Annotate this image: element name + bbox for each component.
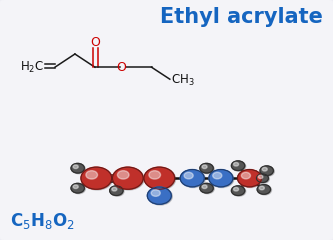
Circle shape xyxy=(113,167,143,189)
Circle shape xyxy=(71,163,84,173)
Circle shape xyxy=(114,168,144,190)
Circle shape xyxy=(145,168,175,190)
Circle shape xyxy=(202,165,207,168)
Circle shape xyxy=(148,188,172,205)
Circle shape xyxy=(184,172,193,179)
Circle shape xyxy=(72,164,85,174)
Text: O: O xyxy=(90,36,100,48)
Circle shape xyxy=(181,170,205,187)
Circle shape xyxy=(180,169,204,187)
Circle shape xyxy=(262,168,267,171)
Circle shape xyxy=(231,161,245,170)
Circle shape xyxy=(71,183,84,193)
Text: C$_5$H$_8$O$_2$: C$_5$H$_8$O$_2$ xyxy=(10,211,75,231)
Circle shape xyxy=(257,174,269,183)
Circle shape xyxy=(259,186,264,190)
Circle shape xyxy=(213,172,222,179)
Text: H$_2$C: H$_2$C xyxy=(20,60,44,75)
Circle shape xyxy=(201,184,214,194)
Circle shape xyxy=(73,185,78,189)
Circle shape xyxy=(260,166,273,175)
Circle shape xyxy=(147,187,171,204)
Circle shape xyxy=(73,165,78,168)
Text: CH$_3$: CH$_3$ xyxy=(171,73,195,88)
Text: Ethyl acrylate: Ethyl acrylate xyxy=(160,7,323,27)
Circle shape xyxy=(241,172,250,179)
Circle shape xyxy=(231,186,245,195)
Circle shape xyxy=(144,167,174,189)
Circle shape xyxy=(200,163,213,173)
Circle shape xyxy=(233,162,238,166)
Circle shape xyxy=(111,186,124,196)
Circle shape xyxy=(202,185,207,189)
Circle shape xyxy=(118,171,129,179)
Circle shape xyxy=(237,169,261,187)
Circle shape xyxy=(112,187,117,191)
Circle shape xyxy=(210,170,234,187)
Circle shape xyxy=(258,185,271,195)
Text: O: O xyxy=(117,61,127,74)
Circle shape xyxy=(209,169,233,187)
Circle shape xyxy=(233,187,238,191)
Circle shape xyxy=(86,171,98,179)
Circle shape xyxy=(82,168,113,190)
Circle shape xyxy=(200,183,213,193)
Circle shape xyxy=(258,175,263,179)
Circle shape xyxy=(232,162,246,171)
Circle shape xyxy=(151,190,160,196)
Circle shape xyxy=(257,185,270,194)
Circle shape xyxy=(238,170,262,187)
Circle shape xyxy=(149,171,161,179)
Circle shape xyxy=(110,186,123,195)
Circle shape xyxy=(81,167,112,189)
Circle shape xyxy=(256,174,268,182)
Circle shape xyxy=(232,186,246,196)
Circle shape xyxy=(201,164,214,174)
Circle shape xyxy=(261,167,274,176)
Circle shape xyxy=(72,184,85,194)
